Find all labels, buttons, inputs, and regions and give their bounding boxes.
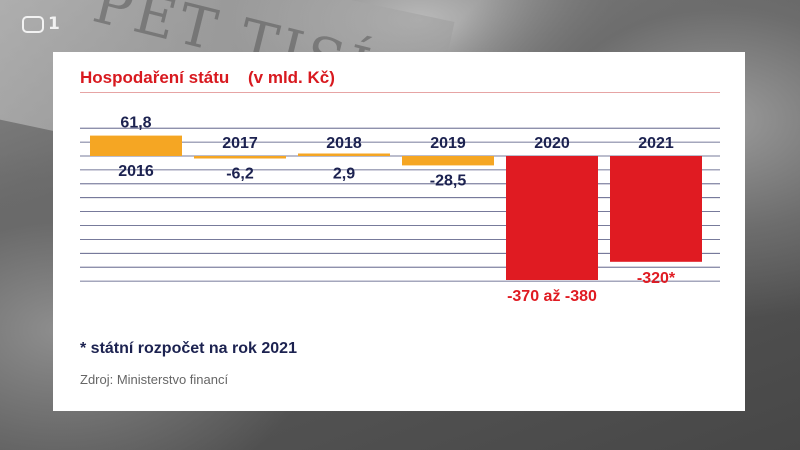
bar-2019 (402, 156, 494, 166)
source-label: Zdroj: Ministerstvo financí (80, 372, 229, 387)
budget-bar-chart: 2016 61,8 2017 -6,2 2018 2,9 2019 -28,5 2020 -370… (80, 115, 720, 305)
channel-logo: 1 (22, 14, 60, 34)
bar-2020 (506, 156, 598, 280)
value-label-2020: -370 až -380 (507, 288, 597, 305)
bar-2018 (298, 153, 390, 156)
channel-number: 1 (48, 14, 60, 34)
year-label-2018: 2018 (326, 135, 362, 152)
chart-panel: Hospodaření státu (v mld. Kč) 2016 61,8 20… (53, 52, 745, 411)
bar-2017 (194, 156, 286, 159)
year-label-2021: 2021 (638, 135, 674, 152)
ct-logo-icon (22, 15, 44, 33)
year-label-2016: 2016 (118, 163, 154, 180)
chart-unit: (v mld. Kč) (247, 68, 335, 87)
year-label-2017: 2017 (222, 135, 258, 152)
title-separator (80, 92, 720, 93)
value-label-2021: -320* (637, 270, 676, 287)
value-label-2018: 2,9 (333, 166, 355, 183)
year-label-2020: 2020 (534, 135, 570, 152)
value-label-2019: -28,5 (430, 172, 467, 189)
value-label-2017: -6,2 (226, 166, 254, 183)
bar-2016 (90, 135, 182, 156)
bar-2021 (610, 156, 702, 262)
year-label-2019: 2019 (430, 135, 466, 152)
chart-title: Hospodaření státu (v mld. Kč) (80, 68, 335, 88)
value-label-2016: 61,8 (120, 115, 151, 132)
footnote: * státní rozpočet na rok 2021 (80, 340, 297, 357)
chart-title-text: Hospodaření státu (80, 68, 230, 87)
